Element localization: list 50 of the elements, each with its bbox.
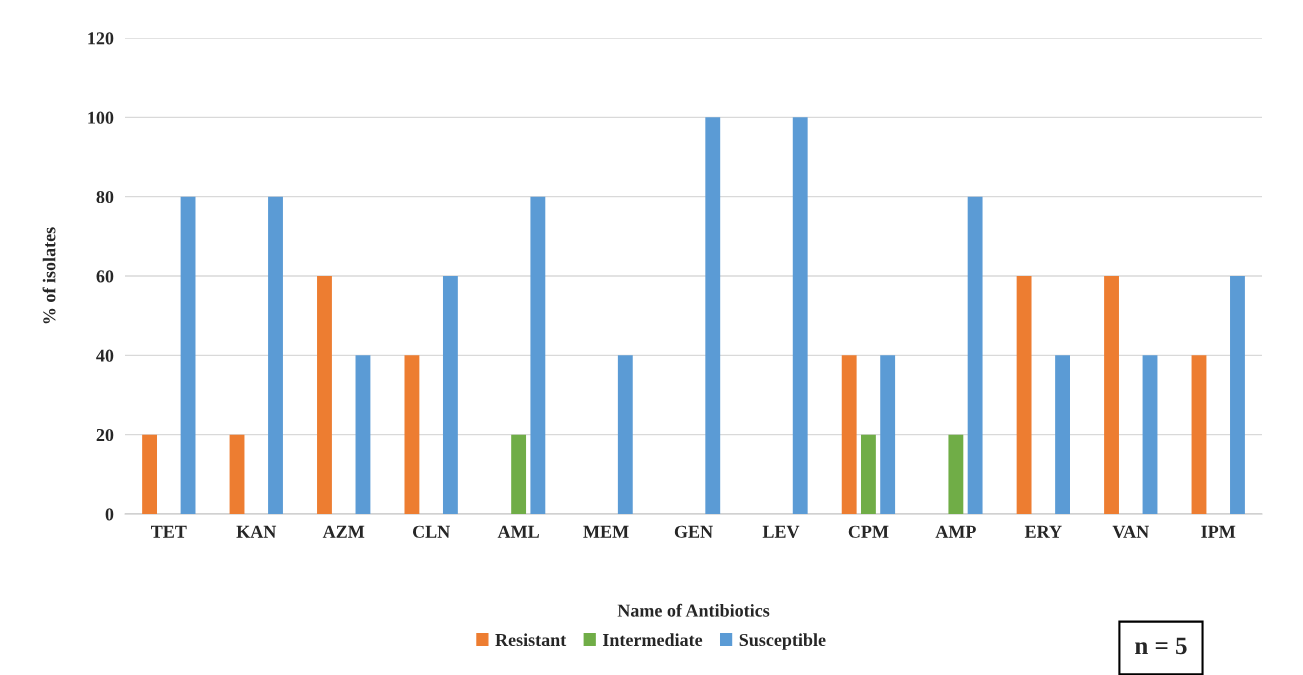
legend-label: Susceptible [739,633,826,650]
bar [1055,355,1070,515]
x-tick-label: CPM [848,525,889,538]
y-tick-label: 20 [96,428,114,442]
x-tick-label: KAN [236,525,277,538]
bar [511,434,527,515]
bar [880,355,896,515]
bar [705,117,721,515]
bar [530,196,546,515]
x-tick-label: LEV [762,525,800,538]
bar [317,276,332,515]
bar [841,355,857,515]
bar [1230,276,1245,515]
bar [1104,276,1119,515]
bar [442,276,458,515]
bar [967,196,983,515]
x-tick-label: ERY [1024,525,1062,538]
bar [1142,355,1158,515]
text: n = 5 [1135,637,1187,655]
bar [1191,355,1207,515]
bar [268,196,283,515]
y-tick-label: 60 [96,270,114,283]
bar [948,434,964,515]
bar [355,355,371,515]
x-tick-label: TET [151,525,187,538]
y-axis-title: % of isolates [42,227,56,324]
x-tick-label: AMP [935,525,976,538]
y-tick-label: 100 [88,111,114,124]
y-tick-label: 80 [96,190,114,204]
bar [617,355,633,515]
bar [1016,276,1032,515]
legend-label: Resistant [495,633,567,647]
bar [229,434,245,515]
x-tick-label: CLN [412,525,450,538]
legend-label: Intermediate [602,633,703,647]
y-tick-label: 120 [88,32,114,45]
bar [180,196,196,515]
x-axis-title: Name of Antibiotics [617,603,770,617]
x-tick-label: GEN [674,525,713,538]
x-tick-label: VAN [1112,525,1149,538]
x-tick-label: AZM [322,525,365,538]
y-tick-label: 40 [96,349,114,362]
y-tick-label: 0 [105,508,114,521]
x-tick-label: IPM [1201,525,1236,538]
bar [860,434,876,515]
bar [792,117,808,515]
bar [142,434,158,515]
x-tick-label: MEM [583,525,629,538]
bar [404,355,420,515]
x-tick-label: AML [497,525,539,538]
